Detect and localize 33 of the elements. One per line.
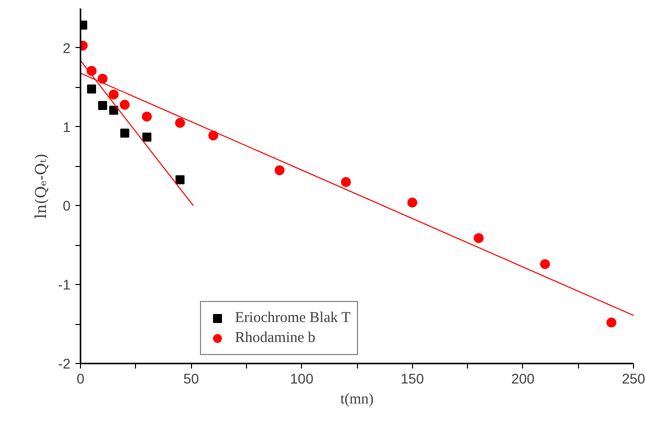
point — [175, 118, 186, 128]
point — [474, 233, 484, 244]
point — [606, 317, 616, 328]
x-tick-label: 0 — [76, 370, 85, 386]
point — [142, 112, 152, 122]
point — [274, 165, 285, 176]
point — [176, 175, 185, 184]
point — [98, 74, 108, 84]
x-tick-label: 100 — [290, 370, 314, 386]
point — [407, 198, 418, 208]
point — [340, 177, 351, 188]
x-tick-label: 250 — [622, 370, 645, 386]
legend-label: Rhodamine b — [235, 330, 316, 346]
point — [98, 101, 108, 110]
y-tick-label: -1 — [58, 276, 71, 293]
point — [120, 128, 130, 138]
y-tick-label: 2 — [62, 40, 71, 56]
y-tick-label: 0 — [62, 198, 71, 214]
x-tick-label: 150 — [400, 370, 424, 386]
y-tick-label: 1 — [62, 118, 71, 135]
x-tick-label: 50 — [183, 370, 200, 386]
legend-label: Eriochrome Blak T — [235, 310, 351, 326]
point — [87, 84, 96, 94]
point — [208, 130, 218, 140]
point — [540, 259, 550, 270]
point — [108, 90, 119, 100]
point — [142, 132, 152, 142]
y-axis-title: ln(Qₑ-Qₜ) — [32, 153, 50, 219]
point — [109, 106, 118, 115]
x-tick-label: 200 — [511, 370, 535, 386]
point — [120, 100, 130, 110]
y-tick-label: -2 — [58, 356, 71, 372]
x-axis-title: t(mn) — [340, 392, 374, 408]
